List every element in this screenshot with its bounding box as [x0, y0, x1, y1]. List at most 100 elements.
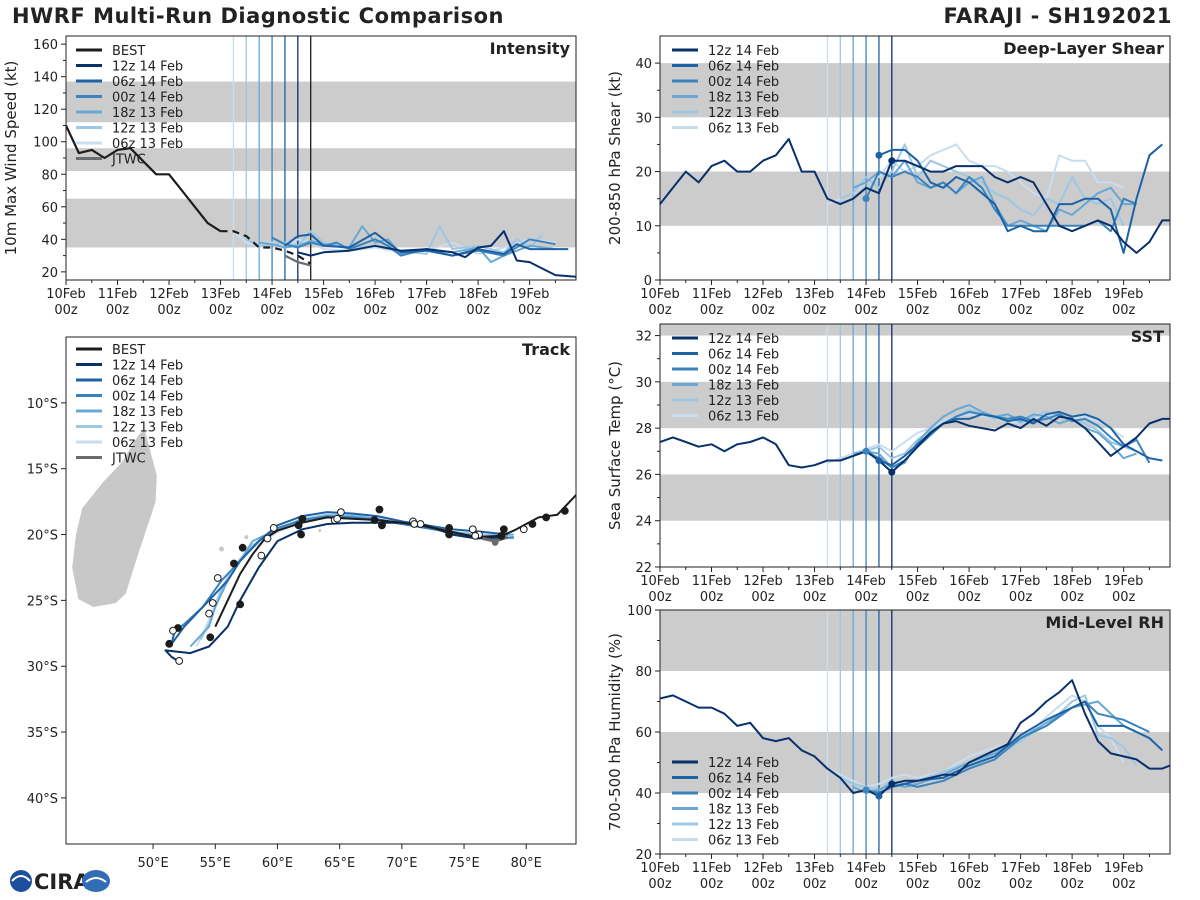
rh-legend-label-4: 12z 13 Feb [708, 818, 779, 833]
track-marker-26 [269, 524, 278, 532]
intensity-legend-label-3: 00z 14 Feb [112, 91, 183, 106]
shear-series-06z-14-feb [878, 143, 1163, 254]
intensity-legend-label-7: JTWC [111, 153, 146, 168]
rh-xtick-day-5: 15Feb [898, 861, 938, 876]
intensity-ytick-label-6: 140 [33, 71, 58, 86]
shear-xtick-hour-3: 00z [803, 303, 827, 318]
sst-series-12z-14-feb [660, 415, 1170, 474]
rh-xtick-day-7: 17Feb [1001, 861, 1041, 876]
rh-xtick-hour-8: 00z [1060, 877, 1084, 892]
intensity-legend-label-4: 18z 13 Feb [112, 106, 183, 121]
shear-xtick-day-9: 19Feb [1104, 287, 1144, 302]
sst-series-12z-13-feb [839, 408, 1137, 462]
sst-legend-label-0: 12z 14 Feb [708, 332, 779, 347]
rh-ytick-label-0: 20 [635, 848, 652, 863]
track-jtwc-marker [491, 539, 499, 546]
sst-xtick-day-8: 18Feb [1052, 574, 1092, 589]
rh-marker-0 [862, 786, 870, 794]
track-marker-16 [297, 530, 305, 539]
shear-xtick-day-8: 18Feb [1052, 287, 1092, 302]
track-marker-33 [175, 657, 184, 665]
intensity-xtick-day-7: 17Feb [407, 287, 447, 302]
sst-xtick-day-2: 12Feb [743, 574, 783, 589]
track-title: Track [522, 340, 570, 359]
sst-xtick-hour-0: 00z [648, 590, 672, 605]
track-ytick-label-5: 35°S [27, 726, 58, 741]
shear-xtick-day-4: 14Feb [846, 287, 886, 302]
track-marker-10 [294, 521, 303, 530]
track-legend-label-0: BEST [112, 343, 145, 358]
shear-xtick-day-2: 12Feb [743, 287, 783, 302]
sst-legend-label-3: 18z 13 Feb [708, 379, 779, 394]
shear-series-12z-14-feb [660, 138, 1170, 254]
rh-marker-2 [888, 780, 896, 788]
shear-legend-label-5: 06z 13 Feb [708, 122, 779, 137]
rh-legend-label-1: 06z 14 Feb [708, 772, 779, 787]
intensity-xtick-day-4: 14Feb [252, 287, 292, 302]
sst-xtick-hour-3: 00z [803, 590, 827, 605]
sst-ylabel: Sea Surface Temp (°C) [606, 361, 624, 530]
track-series-12z-14-feb [164, 521, 502, 662]
track-marker-30 [208, 599, 217, 607]
shear-xtick-day-6: 16Feb [949, 287, 989, 302]
rh-xtick-day-2: 12Feb [743, 861, 783, 876]
cira-logo: CIRA [10, 870, 110, 894]
intensity-band-2 [66, 81, 576, 123]
track-legend-label-1: 12z 14 Feb [112, 359, 183, 374]
shear-xtick-hour-8: 00z [1060, 303, 1084, 318]
shear-series-12z-13-feb [839, 143, 1125, 227]
shear-xtick-day-7: 17Feb [1001, 287, 1041, 302]
sst-ytick-label-2: 26 [635, 468, 652, 483]
intensity-ytick-label-4: 100 [33, 136, 58, 151]
shear-marker-2 [888, 157, 896, 165]
intensity-legend-label-2: 06z 14 Feb [112, 75, 183, 90]
track-marker-25 [519, 525, 528, 534]
shear-ytick-label-4: 40 [635, 57, 652, 72]
track-marker-29 [213, 574, 222, 582]
intensity-xtick-hour-8: 00z [466, 303, 490, 318]
track-xtick-label-5: 75°E [448, 856, 479, 871]
shear-marker-1 [875, 151, 883, 159]
sst-xtick-hour-1: 00z [700, 590, 724, 605]
intensity-series-12z-14-feb [297, 230, 576, 278]
track-marker-11 [370, 516, 379, 524]
track-marker-17 [378, 521, 386, 530]
rh-xtick-day-1: 11Feb [692, 861, 732, 876]
intensity-ytick-label-1: 40 [41, 233, 58, 248]
track-xtick-label-4: 70°E [386, 856, 417, 871]
track-marker-27 [263, 534, 272, 543]
shear-xtick-hour-5: 00z [906, 303, 930, 318]
intensity-ylabel: 10m Max Wind Speed (kt) [2, 61, 20, 256]
rh-xtick-hour-3: 00z [803, 877, 827, 892]
intensity-band-1 [66, 148, 576, 172]
track-legend-label-6: 06z 13 Feb [112, 436, 183, 451]
rh-series-group [660, 679, 1170, 798]
rh-xtick-day-3: 13Feb [795, 861, 835, 876]
sst-xtick-hour-9: 00z [1112, 590, 1136, 605]
reunion-island [218, 546, 224, 552]
intensity-xtick-hour-9: 00z [518, 303, 542, 318]
intensity-ytick-label-0: 20 [41, 266, 58, 281]
sst-band-0 [660, 474, 1170, 521]
intensity-series-best-dashed [220, 230, 312, 265]
logo-text: CIRA [34, 870, 90, 894]
sst-xtick-day-6: 16Feb [949, 574, 989, 589]
sst-marker-1 [875, 457, 883, 465]
intensity-xtick-day-8: 18Feb [458, 287, 498, 302]
intensity-series-jtwc [284, 254, 311, 267]
rh-ytick-label-4: 100 [627, 604, 652, 619]
sst-xtick-day-7: 17Feb [1001, 574, 1041, 589]
intensity-ytick-label-3: 80 [41, 168, 58, 183]
intensity-chart: 2040608010012014016010Feb00z11Feb00z12Fe… [2, 35, 577, 318]
intensity-series-06z-14-feb [284, 231, 569, 257]
shear-xtick-hour-1: 00z [700, 303, 724, 318]
track-marker-2 [445, 524, 454, 532]
track-marker-23 [468, 525, 477, 534]
sst-xtick-hour-6: 00z [957, 590, 981, 605]
shear-xtick-hour-6: 00z [957, 303, 981, 318]
sst-xtick-hour-5: 00z [906, 590, 930, 605]
rh-xtick-day-9: 19Feb [1104, 861, 1144, 876]
intensity-xtick-hour-6: 00z [363, 303, 387, 318]
track-ytick-label-4: 30°S [27, 660, 58, 675]
track-marker-6 [236, 600, 245, 609]
